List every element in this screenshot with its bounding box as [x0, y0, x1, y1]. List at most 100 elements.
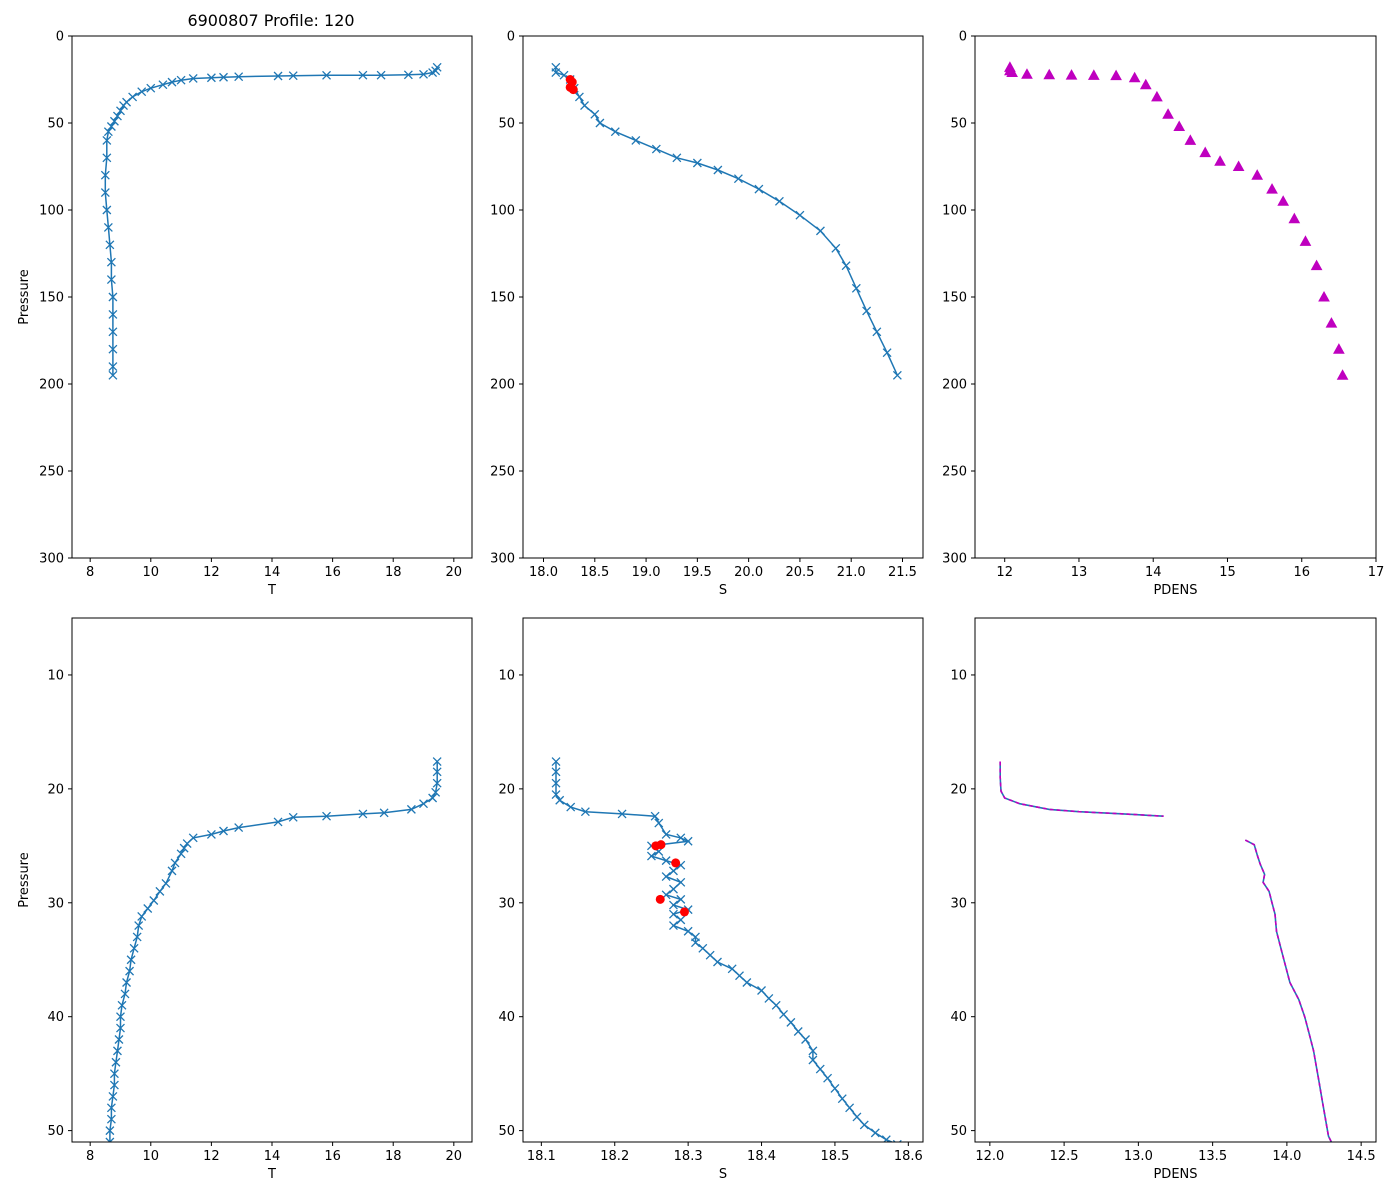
data-point-triangle	[1199, 146, 1212, 158]
data-point-triangle	[1087, 69, 1100, 80]
y-tick-label: 50	[47, 117, 64, 132]
data-point-x	[668, 884, 678, 894]
data-point-x	[379, 808, 389, 818]
data-point-x	[403, 70, 413, 80]
y-tick-label: 200	[490, 378, 515, 393]
series-line	[555, 67, 899, 376]
x-tick-label: 19.5	[683, 565, 712, 580]
data-point-x	[683, 926, 693, 936]
data-point-x	[137, 911, 147, 921]
y-tick-label: 20	[47, 782, 64, 797]
axes-frame	[71, 617, 473, 1143]
y-tick-label: 300	[39, 552, 64, 567]
data-point-x	[683, 836, 693, 846]
panel-bottom-temperature: 8 10 12 14 16 18 20 10 20 30 40 50 T Pressure	[17, 617, 473, 1182]
data-point-x	[432, 757, 442, 766]
axes-frame	[974, 35, 1377, 559]
data-point-x	[815, 226, 825, 236]
flagged-point	[671, 858, 681, 868]
x-tick-label: 12	[996, 565, 1013, 580]
plot-area	[551, 757, 902, 1142]
x-tick-label: 10	[143, 1149, 160, 1164]
y-tick-label: 250	[942, 465, 967, 480]
data-point-x	[108, 344, 118, 354]
data-point-x	[892, 370, 902, 380]
plot-area	[1004, 61, 1349, 380]
y-tick-label: 0	[56, 30, 64, 45]
series-line	[104, 66, 438, 376]
data-point-x	[109, 1080, 119, 1090]
data-point-x	[126, 955, 136, 965]
data-point-x	[646, 851, 656, 861]
data-point-x	[555, 795, 565, 805]
data-point-x	[176, 75, 186, 85]
axes-frame	[522, 617, 924, 1143]
data-point-x	[116, 106, 125, 116]
y-tick-label: 50	[47, 1124, 64, 1139]
data-point-x	[167, 77, 177, 87]
data-point-x	[273, 817, 283, 827]
x-tick-label: 14	[264, 565, 281, 580]
panel-bottom-salinity: 18.1 18.2 18.3 18.4 18.5 18.6 10 20 30 40 50 S	[498, 617, 924, 1182]
data-point-x	[288, 71, 298, 81]
x-tick-label: 13.5	[1198, 1149, 1227, 1164]
data-point-x	[713, 957, 722, 967]
data-point-x	[668, 900, 678, 910]
data-point-triangle	[1006, 66, 1018, 78]
y-tick-label: 100	[39, 204, 64, 219]
data-point-x	[358, 809, 368, 819]
data-point-x	[428, 68, 438, 77]
data-point-x	[691, 938, 700, 948]
data-point-x	[757, 986, 766, 995]
data-point-triangle	[1128, 71, 1141, 83]
y-tick-label: 150	[490, 291, 515, 306]
data-point-x	[808, 1055, 818, 1065]
data-point-x	[651, 144, 661, 154]
data-point-x	[661, 856, 671, 866]
x-tick-label: 18.5	[580, 565, 609, 580]
data-point-x	[779, 1009, 789, 1019]
data-point-x	[149, 896, 159, 905]
x-tick-label: 10	[143, 565, 160, 580]
y-tick-label: 50	[498, 117, 515, 132]
data-point-x	[551, 767, 561, 777]
x-tick-label: 17	[1368, 565, 1385, 580]
data-point-triangle	[1173, 120, 1186, 131]
data-point-triangle	[1333, 343, 1345, 354]
x-tick-label: 20	[446, 565, 463, 580]
x-tick-label: 12	[203, 565, 220, 580]
data-point-x	[288, 812, 298, 822]
y-tick-label: 250	[39, 465, 64, 480]
data-point-x	[106, 122, 116, 131]
data-point-x	[100, 170, 110, 180]
y-tick-label: 20	[950, 782, 967, 797]
data-point-x	[610, 127, 620, 137]
data-point-x	[841, 261, 851, 271]
data-point-x	[108, 1091, 118, 1101]
x-tick-label: 19.0	[632, 565, 661, 580]
y-axis-label: Pressure	[17, 852, 32, 908]
axes-frame	[974, 617, 1377, 1143]
data-point-x	[431, 787, 441, 797]
data-point-x	[406, 804, 416, 814]
y-tick-label: 40	[498, 1010, 515, 1025]
data-point-x	[672, 153, 682, 163]
plot-area	[551, 62, 902, 380]
x-tick-label: 18.6	[894, 1149, 923, 1164]
data-point-triangle	[1325, 317, 1338, 328]
data-point-triangle	[1139, 78, 1152, 90]
panels-group: 8 10 12 14 16 18 20050100150200250300TPressure…	[17, 30, 1384, 1183]
y-tick-label: 300	[942, 552, 967, 567]
data-point-x	[668, 866, 678, 876]
data-point-triangle	[1277, 195, 1290, 206]
data-point-x	[116, 1012, 125, 1022]
x-tick-label: 18	[385, 1149, 402, 1164]
y-tick-label: 0	[507, 30, 515, 45]
data-point-x	[892, 1139, 902, 1142]
data-point-x	[661, 872, 671, 882]
data-point-x	[206, 73, 216, 83]
series-line	[1244, 839, 1333, 1142]
x-tick-label: 12.0	[975, 1149, 1004, 1164]
data-point-x	[705, 950, 715, 960]
data-point-x	[119, 101, 128, 111]
